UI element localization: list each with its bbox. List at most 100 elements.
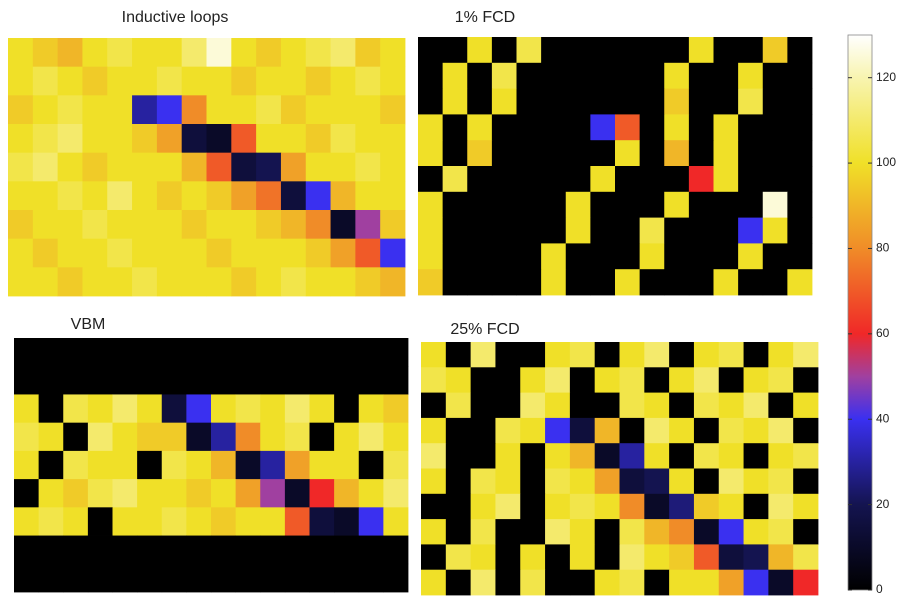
heatmap-cell [161, 366, 187, 395]
heatmap-cell [619, 493, 645, 520]
heatmap-cell [421, 417, 447, 444]
heatmap-cell [445, 392, 472, 419]
heatmap-cell [762, 37, 788, 64]
heatmap-cell [669, 342, 695, 368]
heatmap-cell [718, 367, 744, 393]
heatmap-cell [520, 493, 546, 520]
heatmap-cell [38, 535, 64, 565]
heatmap-cell [644, 443, 670, 469]
heatmap-cell [38, 366, 64, 395]
heatmap-cell [793, 342, 819, 368]
heatmap-cell [693, 342, 720, 368]
heatmap-cell [186, 422, 212, 452]
heatmap-cell [768, 468, 794, 495]
heatmap-cell [231, 124, 257, 154]
heatmap-cell [713, 217, 739, 244]
heatmap-cell [516, 37, 542, 64]
heatmap-cell [688, 88, 714, 115]
heatmap-cell [491, 88, 517, 115]
heatmap-cell [309, 507, 335, 536]
heatmap-cell [520, 392, 546, 419]
heatmap-cell [541, 114, 567, 141]
heatmap-cell [541, 217, 567, 244]
heatmap-cell [284, 366, 310, 395]
heatmap-cell [330, 95, 356, 125]
heatmap-cell [545, 519, 571, 545]
heatmap-cell [334, 479, 360, 508]
colorbar-tick-label: 0 [876, 582, 883, 596]
heatmap-cell [161, 338, 187, 367]
heatmap-cell [256, 181, 282, 211]
heatmap-cell [383, 450, 409, 480]
heatmap-cell [260, 338, 286, 367]
heatmap-cell [738, 62, 764, 89]
heatmap-cell [491, 217, 517, 244]
heatmap-cell [156, 66, 183, 96]
heatmap-cell [787, 243, 813, 270]
heatmap-cell [619, 443, 645, 469]
heatmap-cell [63, 338, 89, 367]
heatmap-cell [421, 342, 447, 368]
heatmap-cell [418, 140, 444, 167]
heatmap-cell [8, 95, 34, 125]
heatmap-cell [467, 62, 493, 89]
heatmap-cell [644, 519, 670, 545]
heatmap-cell [280, 267, 307, 297]
heatmap-cell [305, 238, 331, 268]
heatmap-cell [186, 394, 212, 424]
heatmap-cell [32, 181, 59, 211]
heatmap-cell [762, 217, 788, 244]
heatmap-cell [442, 140, 468, 167]
heatmap-cell [358, 479, 384, 508]
heatmap-cell [639, 217, 665, 244]
heatmap-cell [442, 217, 468, 244]
colorbar-tick-label: 120 [876, 70, 896, 84]
heatmap-cell [768, 493, 794, 520]
heatmap-cell [235, 422, 261, 452]
heatmap-cell [569, 544, 596, 571]
heatmap-cell [470, 443, 496, 469]
heatmap-cell [107, 152, 133, 182]
heatmap-cell [107, 238, 133, 268]
heatmap-cell [619, 342, 645, 368]
heatmap-cell [693, 443, 720, 469]
heatmap-cell [445, 468, 472, 495]
heatmap-cell [688, 191, 714, 218]
heatmap-cell [669, 544, 695, 571]
heatmap-cell [181, 66, 207, 96]
heatmap-cell [590, 114, 616, 141]
heatmap-cell [334, 338, 360, 367]
heatmap-cell [235, 450, 261, 480]
heatmap-cell [355, 152, 381, 182]
heatmap-cell [334, 507, 360, 536]
heatmap-cell [418, 166, 444, 193]
heatmap-cell [639, 140, 665, 167]
heatmap-cell [718, 443, 744, 469]
heatmap-cell [787, 114, 813, 141]
heatmap-cell [688, 37, 714, 64]
heatmap-cell [545, 342, 571, 368]
heatmap-cell [383, 479, 409, 508]
heatmap-cell [330, 38, 356, 68]
heatmap-cell [355, 66, 381, 96]
heatmap-cell [137, 535, 163, 565]
heatmap-cell [186, 338, 212, 367]
heatmap-cell [421, 519, 447, 545]
heatmap-cell [260, 507, 286, 536]
heatmap-cell [467, 217, 493, 244]
heatmap-cell [639, 62, 665, 89]
heatmap-cell [615, 243, 641, 270]
heatmap-cell [520, 468, 546, 495]
heatmap-cell [186, 366, 212, 395]
heatmap-cell [793, 544, 819, 571]
heatmap-cell [565, 166, 591, 193]
heatmap-cell [743, 392, 769, 419]
heatmap-cell [520, 544, 546, 571]
heatmap-cell [112, 366, 138, 395]
heatmap-cell [358, 507, 384, 536]
heatmap-cell [738, 217, 764, 244]
heatmap-cell [14, 450, 40, 480]
heatmap-cell [112, 479, 138, 508]
heatmap-cell [260, 450, 286, 480]
